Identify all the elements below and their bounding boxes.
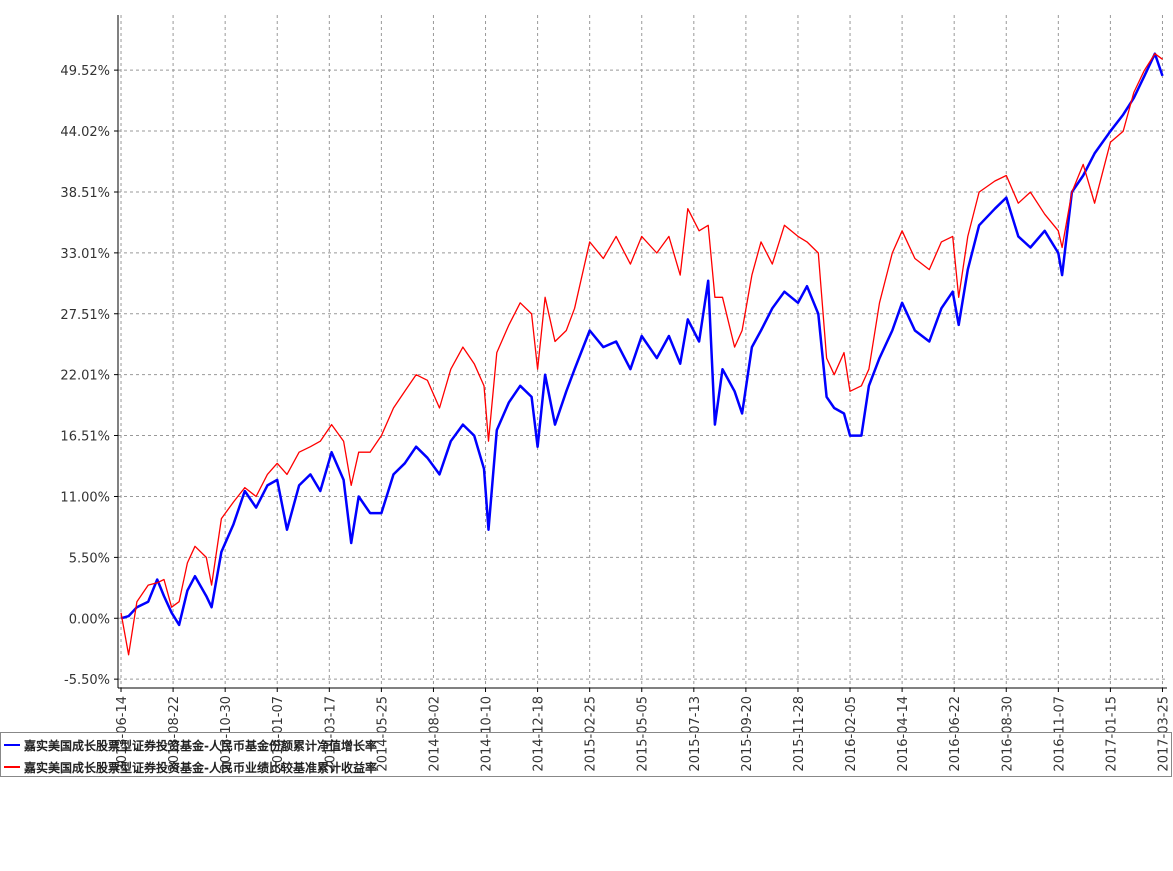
y-tick-label: 0.00% (69, 612, 110, 627)
x-tick-label: 2016-11-07 (1052, 696, 1067, 772)
y-tick-label: 44.02% (60, 125, 110, 140)
x-tick-label: 2015-07-13 (688, 696, 703, 772)
x-tick-label: 2014-12-18 (532, 696, 547, 772)
x-tick-label: 2016-04-14 (896, 696, 911, 772)
x-tick-label: 2015-09-20 (740, 696, 755, 772)
y-tick-label: 22.01% (60, 369, 110, 384)
legend-box (0, 732, 1172, 777)
y-tick-label: 16.51% (60, 430, 110, 445)
y-tick-label: 33.01% (60, 247, 110, 262)
x-tick-label: 2014-03-17 (323, 696, 338, 772)
series-line (120, 53, 1163, 656)
x-tick-label: 2016-02-05 (844, 696, 859, 772)
x-tick-label: 2014-10-10 (480, 696, 495, 772)
x-tick-label: 2015-11-28 (792, 696, 807, 772)
y-tick-label: 49.52% (60, 64, 110, 79)
x-tick-label: 2013-10-30 (219, 696, 234, 772)
y-tick-label: 38.51% (60, 186, 110, 201)
x-tick-label: 2015-05-05 (636, 696, 651, 772)
x-tick-label: 2013-08-22 (167, 696, 182, 772)
y-tick-label: -5.50% (64, 673, 110, 688)
x-tick-label: 2016-06-22 (948, 696, 963, 772)
x-tick-label: 2015-02-25 (584, 696, 599, 772)
legend-label: 嘉实美国成长股票型证券投资基金-人民币业绩比较基准累计收益率 (23, 760, 377, 775)
x-tick-label: 2013-06-14 (115, 696, 130, 772)
y-tick-label: 27.51% (60, 308, 110, 323)
x-tick-label: 2016-08-30 (1000, 696, 1015, 772)
legend-label: 嘉实美国成长股票型证券投资基金-人民币基金份额累计净值增长率 (23, 738, 377, 753)
y-tick-label: 5.50% (69, 551, 110, 566)
x-tick-label: 2014-08-02 (427, 696, 442, 772)
x-tick-label: 2017-03-25 (1156, 696, 1171, 772)
x-tick-label: 2014-01-07 (271, 696, 286, 772)
x-tick-label: 2017-01-15 (1104, 696, 1119, 772)
y-tick-label: 11.00% (60, 491, 110, 506)
x-tick-label: 2014-05-25 (375, 696, 390, 772)
series-line (120, 52, 1164, 627)
